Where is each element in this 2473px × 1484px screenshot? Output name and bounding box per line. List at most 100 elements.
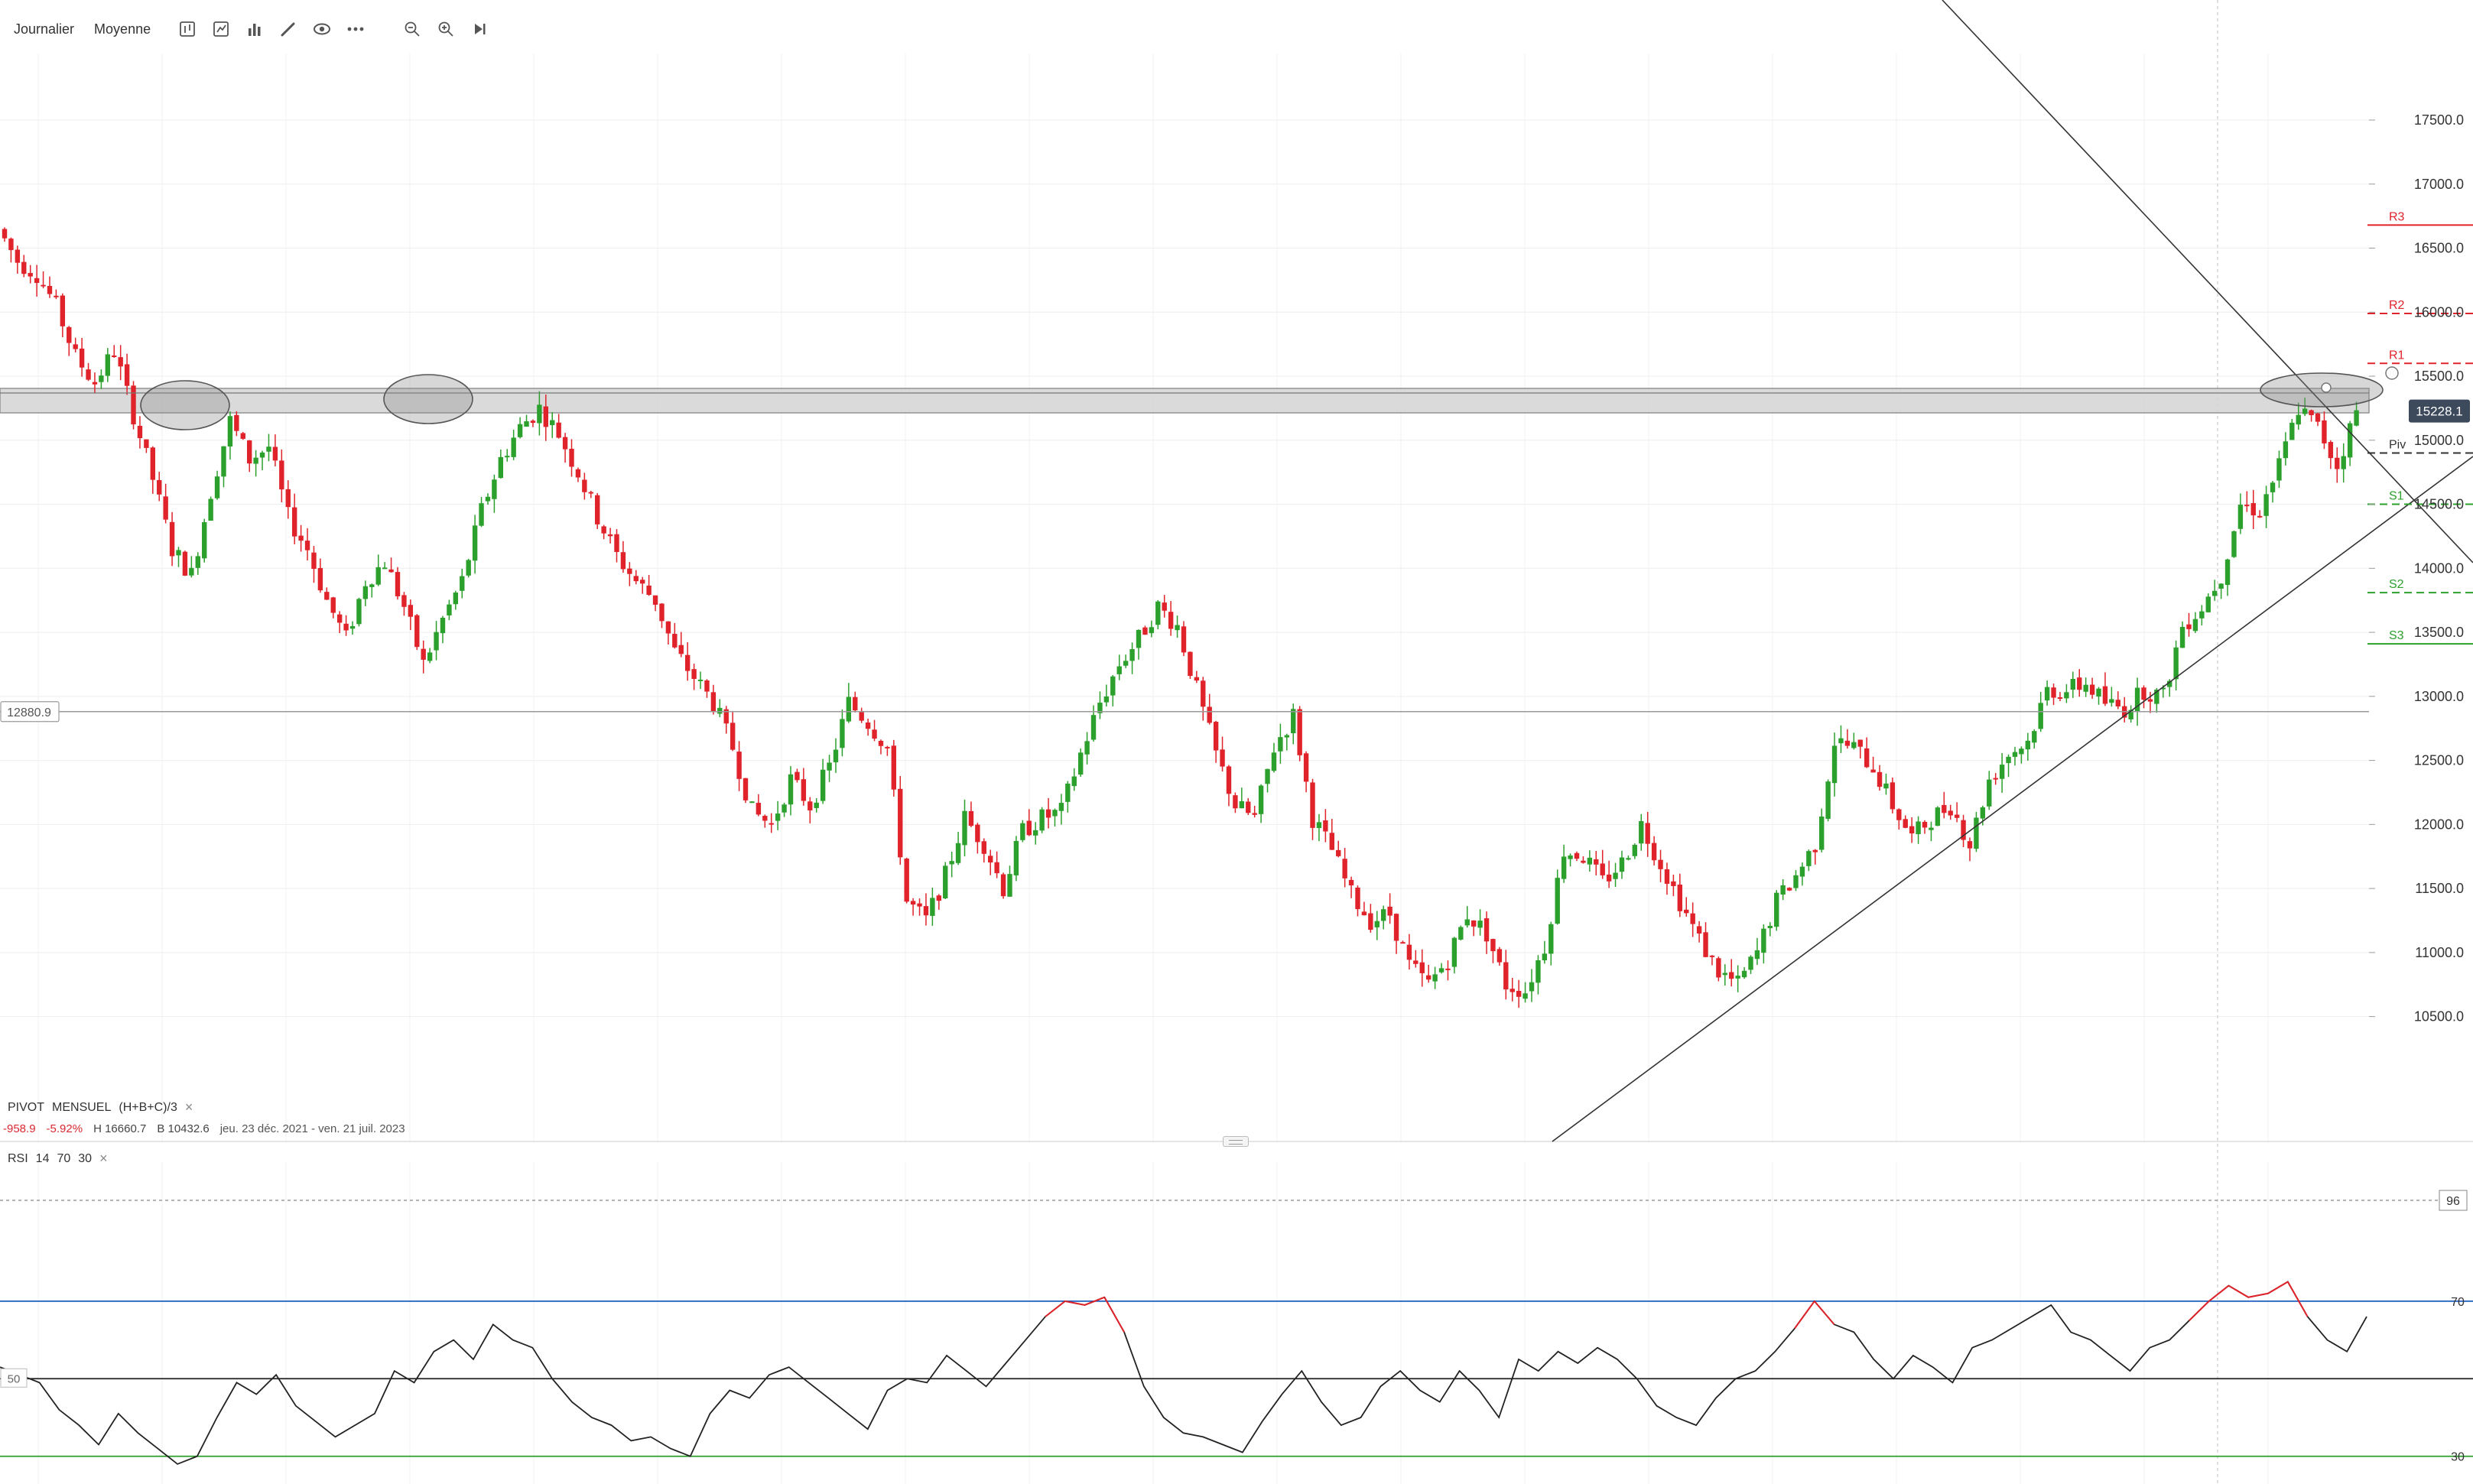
last-price-value: 15228.1 [2416,404,2462,419]
candle-up [1748,956,1753,970]
eye-icon[interactable] [305,12,339,46]
candle-down [1993,778,1998,780]
candle-up [253,457,258,464]
candle-down [1684,909,1689,914]
candle-up [2006,756,2011,764]
candle-up [453,593,459,605]
candle-up [2296,414,2301,425]
candle-down [1716,958,1721,978]
candle-up [498,456,504,479]
candle-down [1045,809,1051,818]
candle-down [1323,820,1328,832]
candle-up [195,556,200,568]
candle-up [440,618,446,634]
candles-type-icon[interactable] [171,12,204,46]
candle-down [1181,626,1187,653]
pivot-label-r3: R3 [2389,210,2405,223]
candle-up [524,421,529,427]
candle-down [2328,442,2334,459]
candle-down [1162,602,1167,611]
candle-up [1090,715,1097,740]
period-selector[interactable]: Journalier [14,21,75,37]
close-rsi-icon[interactable]: × [99,1151,108,1166]
candle-up [1831,745,1838,784]
rsi-scale-label: 70 [2451,1296,2465,1309]
candle-up [1793,875,1799,888]
pivot-name: PIVOT [8,1100,45,1114]
candle-down [67,326,72,343]
candle-down [1336,849,1341,856]
candle-up [492,479,497,499]
candle-down [86,369,91,380]
candle-down [678,645,684,654]
candle-down [1516,991,1522,997]
candle-up [427,652,433,661]
candle-up [2231,531,2237,557]
candle-up [1278,737,1283,752]
indicators-icon[interactable] [204,12,238,46]
candle-up [1626,858,1631,860]
candle-up [1058,803,1064,811]
candle-up [2192,619,2198,632]
candlesticks [2,227,2359,1008]
candle-down [1483,918,1490,942]
candle-up [375,567,381,585]
descending-trendline [1942,0,2473,563]
candle-down [569,448,574,467]
candle-down [414,615,420,648]
candle-down [756,803,762,815]
rsi-overbought-segment [2267,1281,2289,1294]
candle-up [2341,456,2346,469]
candle-down [704,680,710,692]
candle-up [2289,422,2295,440]
candle-down [1877,771,1883,787]
candle-up [1980,807,1986,819]
ascending-trendline [1552,456,2473,1142]
price-mode-selector[interactable]: Moyenne [94,21,151,37]
candle-up [949,861,954,865]
candle-down [169,521,175,557]
panel-resize-handle[interactable] [1223,1136,1249,1147]
candle-up [176,550,181,556]
close-pivot-icon[interactable]: × [184,1099,193,1115]
play-forward-icon[interactable] [463,12,496,46]
bar-chart-icon[interactable] [238,12,271,46]
candle-down [1026,820,1032,836]
candle-up [1007,874,1012,897]
candle-up [749,801,755,804]
resistance-zone [0,388,2370,414]
zoom-out-icon[interactable] [395,12,429,46]
candle-up [227,416,233,446]
zoom-in-icon[interactable] [429,12,463,46]
candle-up [362,586,369,599]
candle-down [2057,697,2063,700]
change-value: -958.9 [3,1122,36,1135]
candle-up [2160,687,2166,690]
candle-down [1870,769,1876,773]
candle-up [1136,629,1142,648]
horizontal-line-badge [0,701,60,723]
candle-up [1258,785,1264,814]
candle-down [157,479,162,495]
candle-down [652,595,658,605]
rsi-overbought-segment [2228,1284,2249,1298]
candle-down [291,507,297,537]
candle-down [421,648,426,660]
draw-pencil-icon[interactable] [271,12,305,46]
candle-down [1252,813,1257,815]
candle-down [1201,680,1206,707]
candle-down [124,364,130,386]
axis-tick-label: 11500.0 [2415,881,2464,896]
candle-down [1406,944,1412,960]
candle-up [1129,649,1135,661]
candle-down [801,779,807,801]
candle-up [1451,937,1457,967]
candle-down [1419,962,1425,973]
candle-down [1348,879,1354,886]
candle-up [2044,687,2050,701]
candle-down [530,421,536,424]
candle-down [1896,809,1902,820]
more-icon[interactable] [339,12,372,46]
candle-down [1220,749,1225,767]
